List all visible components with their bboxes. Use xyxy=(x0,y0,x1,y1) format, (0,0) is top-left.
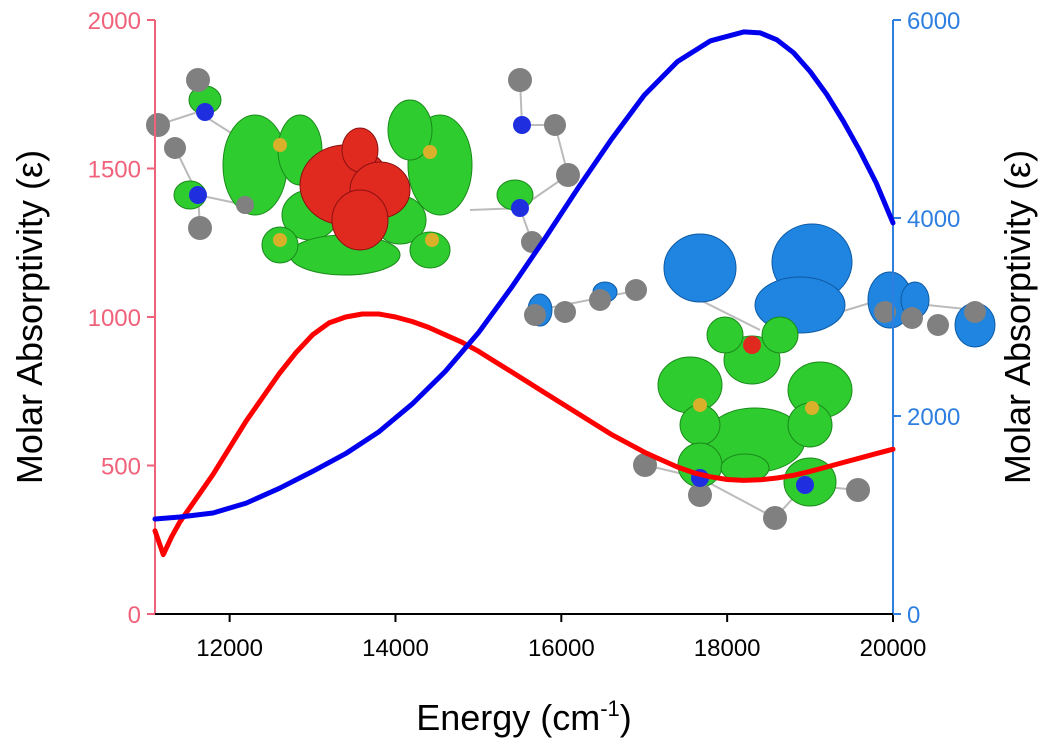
left-y-tick-label: 1000 xyxy=(88,305,141,332)
orbital-inset-lower-right xyxy=(524,223,996,530)
left-y-tick-label: 1500 xyxy=(88,157,141,184)
series-layer xyxy=(152,29,896,558)
series-line-red xyxy=(152,311,896,558)
chart-axes: 12000 14000 16000 18000 20000 05001000150020… xyxy=(88,8,961,662)
left-y-tick-label: 500 xyxy=(101,454,141,481)
left-y-tick-label: 0 xyxy=(128,602,141,629)
x-tick-label: 14000 xyxy=(362,635,429,662)
left-y-tick-label: 2000 xyxy=(88,8,141,35)
right-y-tick-label: 0 xyxy=(907,602,920,629)
right-y-axis-title: Molar Absorptivity (ε) xyxy=(997,150,1038,484)
series-line-blue xyxy=(152,29,896,522)
right-y-tick-label: 4000 xyxy=(907,206,960,233)
x-tick-label: 18000 xyxy=(694,635,761,662)
x-tick-label: 16000 xyxy=(528,635,595,662)
x-tick-label: 12000 xyxy=(196,635,263,662)
left-y-axis-title: Molar Absorptivity (ε) xyxy=(9,150,50,484)
molecular-orbital-insets xyxy=(146,68,996,530)
orbital-inset-upper-left xyxy=(146,68,580,276)
right-y-tick-label: 6000 xyxy=(907,8,960,35)
right-y-tick-label: 2000 xyxy=(907,404,960,431)
x-tick-label: 20000 xyxy=(860,635,927,662)
x-axis-title: Energy (cm-1) xyxy=(416,696,632,738)
